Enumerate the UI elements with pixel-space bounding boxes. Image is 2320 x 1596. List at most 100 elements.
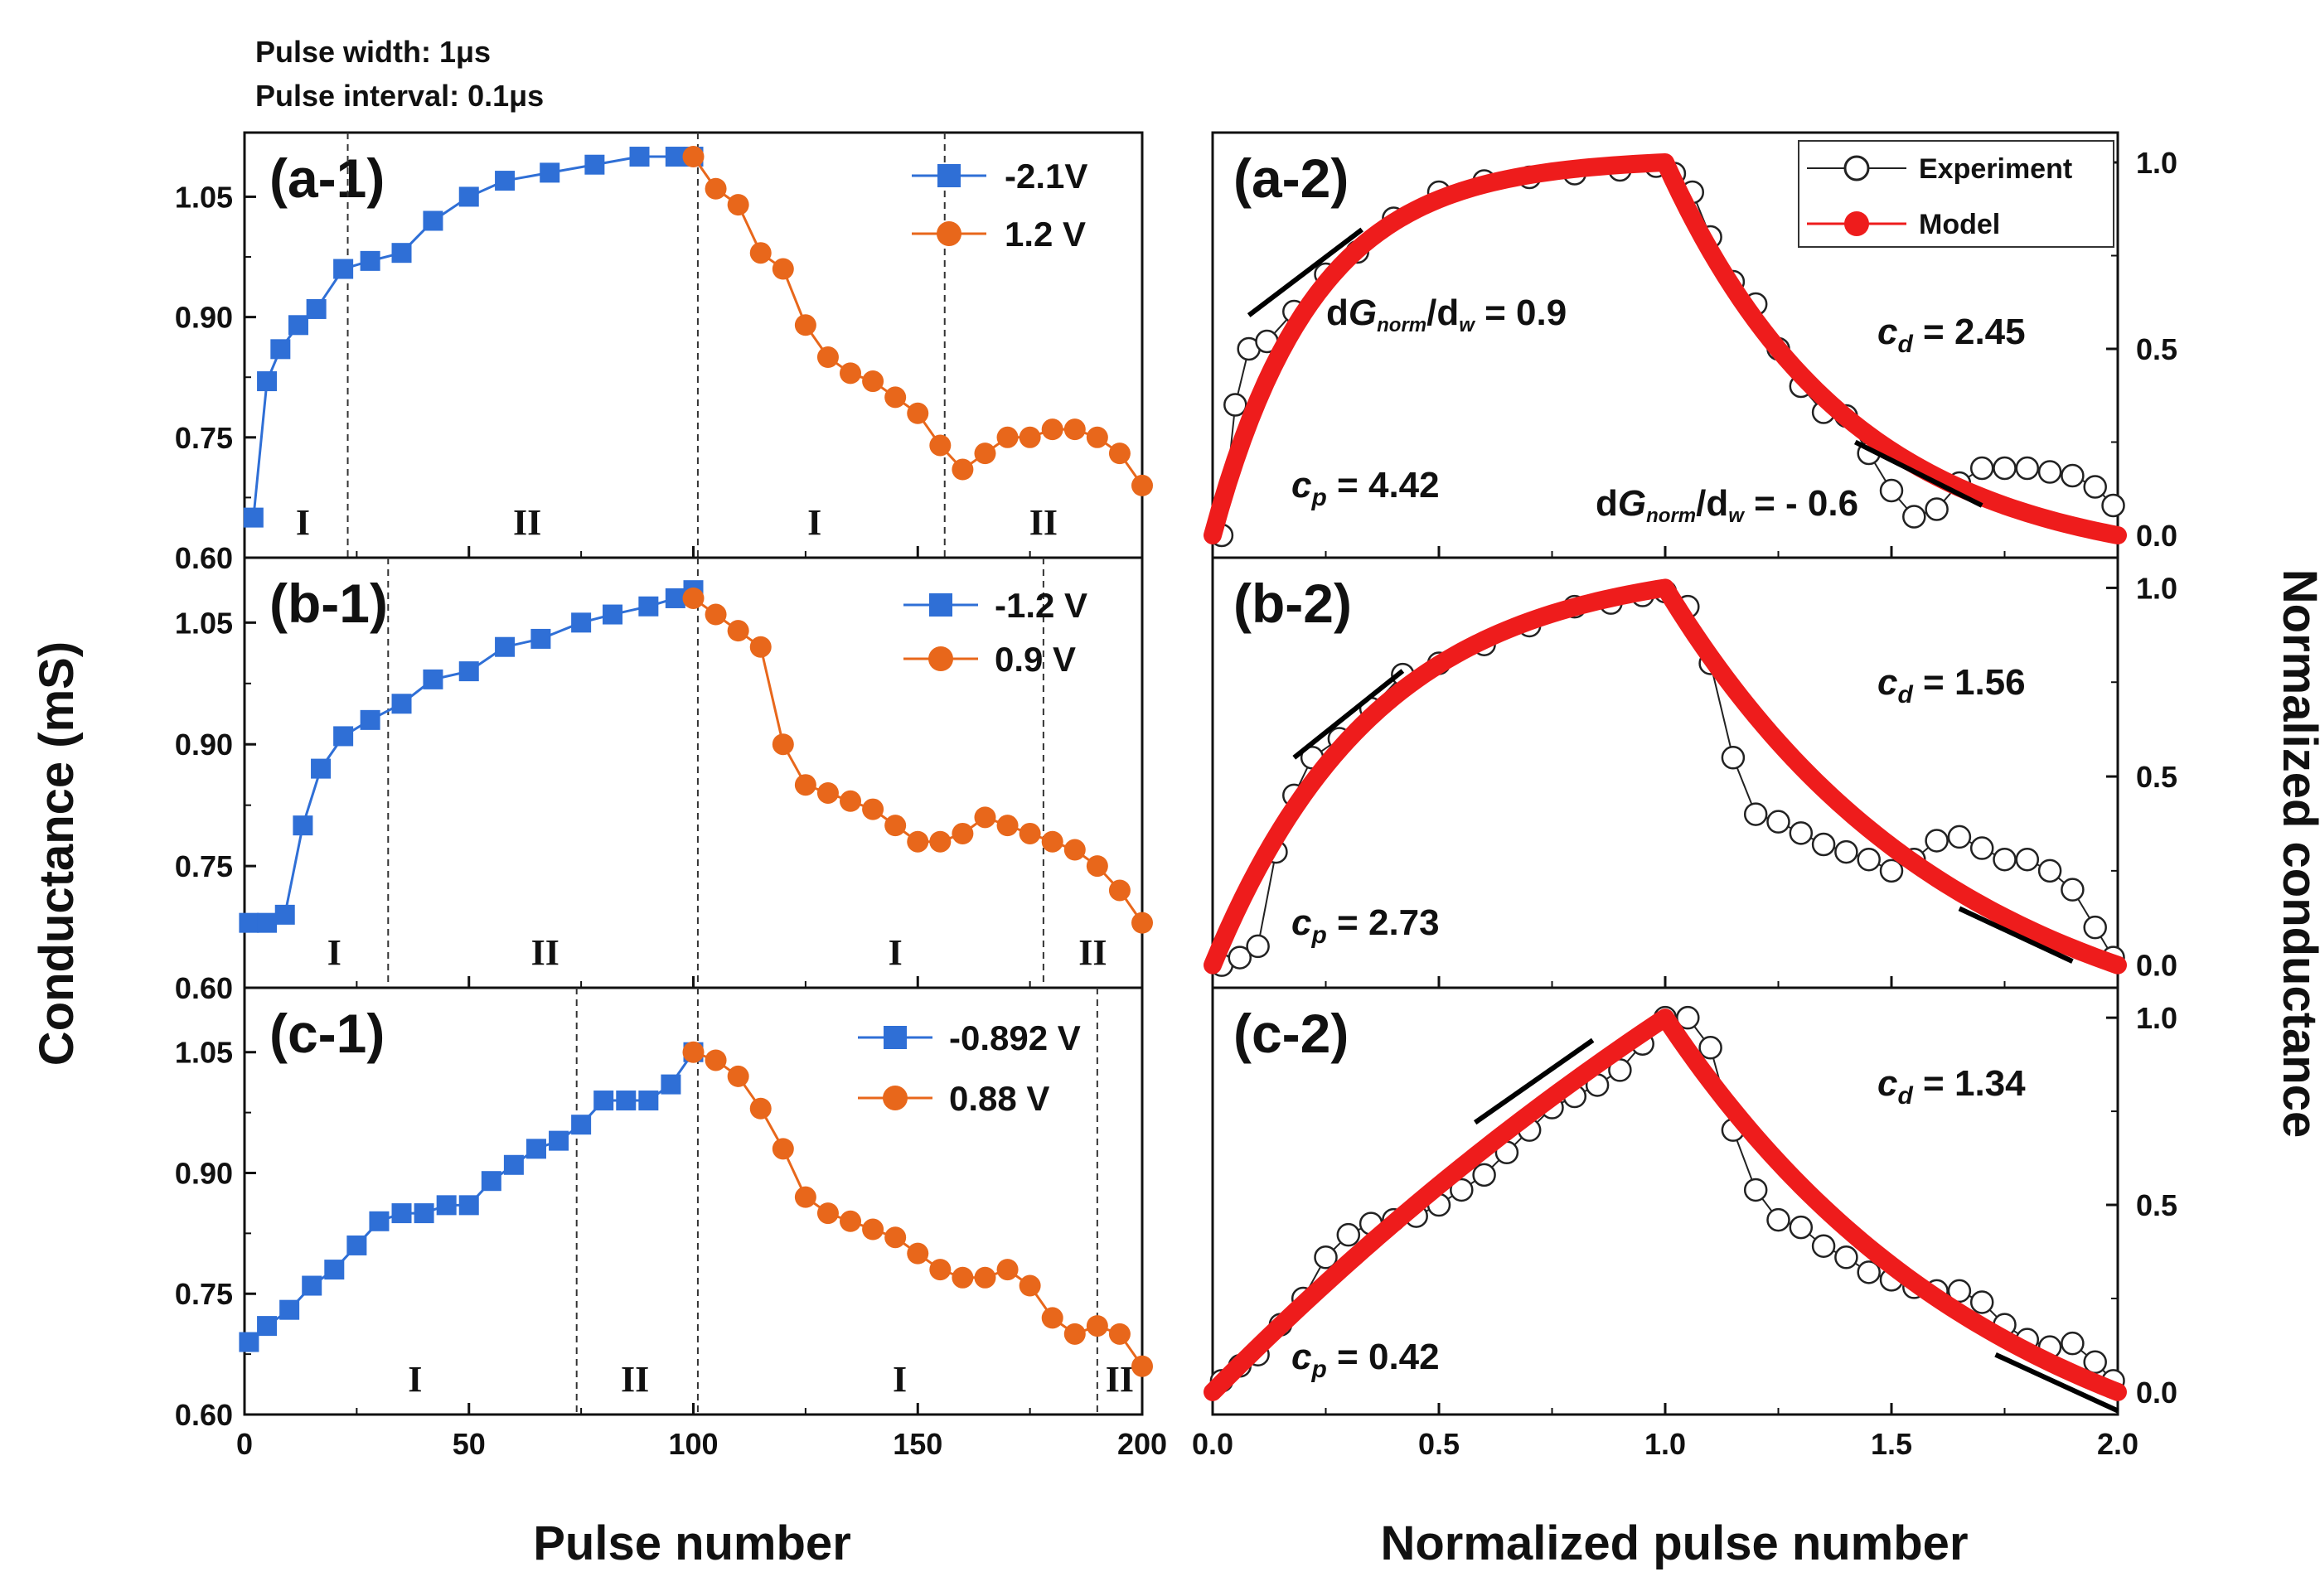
pulse-width-label: Pulse width: 1μs — [255, 35, 491, 69]
x-tick-label: 0.0 — [1192, 1427, 1233, 1461]
panel-a1: 0.600.750.901.05 (a-1)I II I II — [175, 131, 1153, 575]
cp-annotation-a2: cp = 4.42 — [1291, 465, 1440, 511]
pulse-interval-label: Pulse interval: 0.1μs — [255, 79, 544, 113]
cp-annotation-b2: cp = 2.73 — [1291, 902, 1440, 949]
experiment-point — [1969, 836, 1994, 860]
experiment-point — [1789, 821, 1814, 845]
right-x-axis-label: Normalized pulse number — [1380, 1516, 1968, 1570]
data-point — [705, 177, 727, 200]
experiment-point — [1314, 1245, 1338, 1270]
experiment-point — [1925, 497, 1949, 521]
data-point — [907, 402, 929, 424]
legend-a2: Experiment Model — [1798, 140, 2114, 248]
left-x-axis-label: Pulse number — [533, 1516, 851, 1570]
data-point — [603, 604, 623, 625]
experiment-point — [1223, 393, 1247, 417]
data-point — [974, 443, 996, 465]
y-tick-label: 0.5 — [2136, 1188, 2177, 1222]
experiment-point — [2101, 493, 2125, 518]
experiment-point — [2037, 460, 2062, 484]
data-point — [333, 259, 354, 279]
y-tick-label: 0.60 — [175, 1398, 233, 1432]
data-point — [391, 243, 412, 264]
data-point — [727, 1065, 749, 1087]
data-point — [270, 339, 291, 360]
experiment-point — [2037, 858, 2062, 883]
legend-label: Experiment — [1919, 153, 2072, 185]
data-point — [749, 1097, 772, 1120]
data-point — [840, 362, 862, 384]
experiment-point — [1834, 1245, 1858, 1270]
experiment-point — [1743, 802, 1768, 826]
region-label: I — [807, 502, 821, 543]
experiment-point — [2061, 463, 2085, 488]
region-label: II — [621, 1359, 649, 1400]
experiment-point — [1472, 1163, 1496, 1187]
experiment-point — [2015, 456, 2040, 481]
experiment-point — [1902, 505, 1926, 529]
data-point — [1063, 418, 1086, 441]
experiment-point — [1450, 1178, 1474, 1202]
region-label: II — [513, 502, 541, 543]
data-point — [682, 1041, 705, 1063]
data-point — [346, 1235, 367, 1255]
data-point — [549, 1130, 569, 1151]
data-point — [1063, 839, 1086, 861]
y-tick-label: 0.90 — [175, 728, 233, 762]
data-point — [324, 1260, 345, 1280]
y-tick-label: 0.60 — [175, 541, 233, 575]
experiment-point — [1721, 746, 1746, 770]
slope-line — [1247, 227, 1363, 317]
data-point — [952, 822, 974, 844]
legend-circle-marker — [883, 1086, 908, 1110]
data-point — [996, 426, 1019, 448]
experiment-point — [2083, 475, 2107, 499]
data-point — [705, 603, 727, 626]
legend-label: -2.1V — [1005, 157, 1087, 196]
slope-line — [1958, 906, 2074, 964]
region-label: II — [1029, 502, 1058, 543]
experiment-point — [1857, 847, 1881, 872]
y-tick-label: 0.0 — [2136, 1376, 2177, 1410]
data-point — [665, 147, 685, 167]
data-point — [794, 774, 816, 796]
legend-c1: -0.892 V 0.88 V — [858, 1018, 1081, 1118]
experiment-point — [1969, 456, 1994, 481]
cd-annotation-c2: cd = 1.34 — [1877, 1063, 2026, 1110]
data-point — [638, 596, 659, 617]
experiment-point — [1766, 810, 1790, 834]
y-tick-label: 1.0 — [2136, 146, 2177, 180]
data-point — [862, 798, 884, 820]
x-tick-label: 0.5 — [1418, 1427, 1460, 1461]
y-tick-label: 0.75 — [175, 421, 233, 455]
y-tick-label: 0.90 — [175, 301, 233, 335]
data-point — [423, 669, 443, 689]
data-point — [1131, 474, 1153, 496]
data-point — [816, 346, 839, 369]
data-point — [974, 806, 996, 829]
experiment-point — [1228, 946, 1252, 970]
series-line — [249, 588, 695, 925]
data-point — [414, 1203, 434, 1224]
y-tick-label: 0.0 — [2136, 949, 2177, 983]
cp-annotation-c2: cp = 0.42 — [1291, 1337, 1440, 1383]
data-point — [593, 1091, 614, 1111]
model-curve — [1204, 1008, 2127, 1401]
data-point — [1019, 426, 1041, 448]
data-point — [929, 830, 952, 853]
cd-annotation-a2: cd = 2.45 — [1877, 312, 2026, 358]
panel-title: (b-1) — [269, 573, 388, 634]
data-point — [772, 733, 794, 756]
data-point — [526, 1139, 546, 1159]
data-point — [884, 1226, 907, 1249]
legend-circle-marker — [937, 221, 961, 246]
data-point — [369, 1211, 390, 1231]
data-point — [288, 315, 308, 336]
experiment-point — [1698, 1036, 1722, 1060]
data-point — [929, 1259, 952, 1281]
experiment-point — [1834, 839, 1858, 864]
region-label: I — [408, 1359, 422, 1400]
experiment-point — [2015, 847, 2040, 872]
data-point — [840, 1210, 862, 1232]
